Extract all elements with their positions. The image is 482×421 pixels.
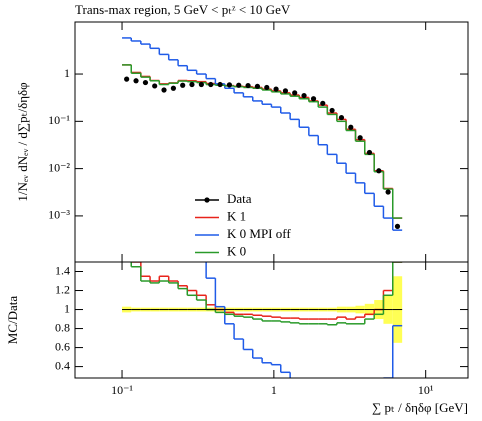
data-point <box>357 135 363 141</box>
data-point <box>133 78 139 84</box>
data-point <box>348 124 354 130</box>
data-point <box>142 79 149 86</box>
data-point <box>245 82 251 89</box>
legend-marker <box>204 197 210 203</box>
data-point <box>264 84 270 91</box>
legend-label: K 1 <box>227 208 246 223</box>
legend-label: K 0 <box>227 243 246 258</box>
ratio-plot-area <box>122 262 403 378</box>
data-point <box>254 83 261 89</box>
data-point <box>180 82 186 88</box>
y-tick-label: 0.6 <box>55 339 70 353</box>
y-tick-label: 0.8 <box>55 320 70 334</box>
y-tick-label: 10⁻³ <box>48 208 70 222</box>
data-point <box>236 82 242 88</box>
data-point <box>338 114 345 121</box>
y-tick-label: 0.4 <box>55 358 70 372</box>
y-tick-label: 1.4 <box>55 263 70 277</box>
data-point <box>366 149 373 156</box>
data-point <box>385 189 391 195</box>
x-tick-label: 1 <box>271 383 277 397</box>
data-point <box>161 87 167 93</box>
data-point <box>217 81 223 88</box>
y-tick-label: 1.2 <box>55 282 70 296</box>
y-axis-label: 1/Nₑᵥ dNₑᵥ / d∑pₜ/δηδφ <box>15 82 30 201</box>
data-point <box>394 223 401 229</box>
y-tick-label: 10⁻¹ <box>48 113 70 127</box>
data-point <box>320 100 326 106</box>
data-point <box>301 92 307 99</box>
data-point <box>282 88 289 94</box>
x-axis-label: ∑ pₜ / δηδφ [GeV] <box>372 400 468 415</box>
chart-title: Trans-max region, 5 GeV < pₜᶻ < 10 GeV <box>75 2 291 17</box>
ratio-frame <box>74 261 469 379</box>
ratio-y-axis-label: MC/Data <box>5 296 20 345</box>
data-point <box>376 168 382 174</box>
data-point <box>273 86 279 92</box>
data-point <box>292 90 298 96</box>
y-tick-label: 10⁻² <box>48 160 70 174</box>
data-point <box>310 96 317 102</box>
y-tick-label: 1 <box>64 301 70 315</box>
main-plot-area <box>122 37 403 231</box>
y-tick-label: 1 <box>64 66 70 80</box>
x-tick-label: 10¹ <box>418 383 434 397</box>
legend-label: Data <box>227 191 252 206</box>
data-point <box>198 81 204 88</box>
data-point <box>329 107 335 114</box>
data-point <box>189 81 195 88</box>
data-point <box>208 81 214 88</box>
axes: 10⁻³ 10⁻² 10⁻¹ 1 0.4 0.6 0.8 1 1.2 1.4 10⁻¹ 1 10¹ Dat… <box>48 22 468 397</box>
legend-label: K 0 MPI off <box>227 226 291 241</box>
data-point <box>124 76 130 82</box>
data-point <box>152 83 158 89</box>
x-tick-label: 10⁻¹ <box>111 383 133 397</box>
data-point <box>226 82 233 88</box>
data-point <box>170 85 177 91</box>
